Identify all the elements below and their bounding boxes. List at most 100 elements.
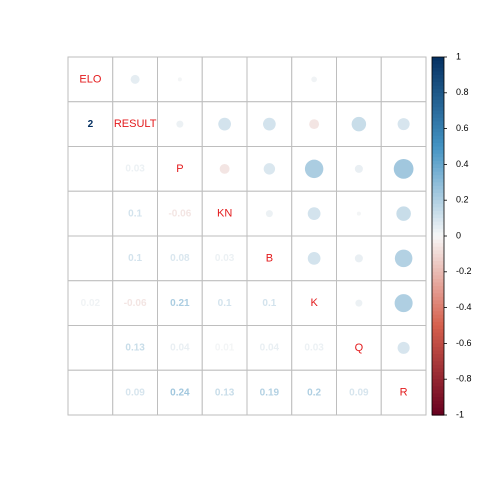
grid-cell (157, 190, 203, 237)
grid-cell (157, 369, 203, 416)
colorbar-segment (432, 139, 444, 144)
colorbar-tick-label: 0.2 (456, 195, 469, 205)
correlation-coefficient: 0.09 (349, 387, 369, 398)
correlation-coefficient: 0.09 (125, 387, 145, 398)
correlation-coefficient: 0.21 (170, 298, 190, 309)
correlation-circle (394, 249, 413, 268)
colorbar-tick-label: 0 (456, 230, 461, 240)
colorbar-segment (432, 99, 444, 105)
grid-cell (67, 325, 114, 371)
grid-cell (157, 235, 203, 282)
colorbar-segment (432, 336, 444, 341)
colorbar-segment (432, 300, 444, 305)
colorbar-segment (432, 332, 444, 337)
correlation-coefficient: 0.1 (218, 298, 232, 309)
colorbar-tick-label: 0.4 (456, 159, 469, 169)
colorbar-segment (432, 178, 444, 183)
variable-label: Q (355, 342, 364, 354)
correlation-circle (263, 163, 276, 175)
correlation-coefficient: 0.01 (215, 343, 235, 354)
correlation-coefficient: 0.04 (260, 343, 280, 354)
correlation-coefficient: -0.06 (124, 298, 147, 309)
grid-cell (157, 146, 203, 192)
colorbar-segment (432, 289, 444, 294)
colorbar-segment (432, 407, 444, 413)
colorbar-segment (432, 246, 444, 251)
correlation-circle (393, 159, 414, 179)
colorbar-segment (432, 307, 444, 312)
colorbar-segment (432, 128, 444, 133)
grid-cell (336, 369, 382, 416)
correlation-circle (309, 119, 320, 130)
correlation-coefficient: 2 (88, 119, 94, 130)
colorbar-segment (432, 400, 444, 405)
correlation-coefficient: 0.1 (128, 208, 142, 219)
correlation-coefficient: 0.03 (304, 343, 324, 354)
colorbar-segment (432, 185, 444, 191)
colorbar-segment (432, 153, 444, 158)
colorbar-segment (432, 339, 444, 344)
grid-cell (336, 56, 382, 103)
colorbar-segment (432, 375, 444, 380)
colorbar-segment (432, 264, 444, 269)
colorbar-segment (432, 67, 444, 72)
colorbar-segment (432, 175, 444, 180)
correlation-circle (354, 164, 363, 173)
correlation-coefficient: 0.03 (215, 253, 235, 264)
colorbar-segment (432, 311, 444, 316)
colorbar-segment (432, 114, 444, 119)
grid-cell (112, 369, 158, 416)
grid-cell (67, 146, 114, 192)
correlation-circle (397, 118, 410, 131)
grid-cell (112, 101, 158, 147)
colorbar-segment (432, 268, 444, 273)
colorbar-tick-label: 0.6 (456, 123, 469, 133)
colorbar-tick-label: 1 (456, 51, 461, 61)
colorbar-tick-label: -0.4 (456, 302, 472, 312)
colorbar-segment (432, 232, 444, 237)
colorbar-segment (432, 103, 444, 108)
colorbar-segment (432, 171, 444, 176)
variable-label: K (310, 297, 318, 309)
correlation-circle (354, 254, 363, 263)
colorbar-segment (432, 350, 444, 355)
colorbar-segment (432, 282, 444, 287)
colorbar-tick-label: -0.8 (456, 374, 472, 384)
grid-cell (201, 56, 248, 103)
colorbar-segment (432, 411, 444, 416)
colorbar-segment (432, 218, 444, 223)
grid-cell (67, 369, 114, 416)
colorbar-segment (432, 314, 444, 319)
correlation-circle (307, 207, 321, 220)
colorbar-segment (432, 236, 444, 241)
colorbar-segment (432, 275, 444, 280)
correlation-coefficient: 0.19 (260, 387, 280, 398)
colorbar-segment (432, 389, 444, 395)
colorbar-segment (432, 182, 444, 187)
grid-cell (67, 235, 114, 282)
colorbar-tick-label: -0.6 (456, 338, 472, 348)
colorbar-segment (432, 278, 444, 284)
colorbar-segment (432, 354, 444, 359)
colorbar-segment (432, 357, 444, 362)
colorbar-segment (432, 210, 444, 216)
correlation-circle (397, 341, 410, 354)
correlation-coefficient: 0.04 (170, 343, 190, 354)
correlation-coefficient: 0.13 (215, 387, 235, 398)
matrix-marks: ELO RESULT P KN B K Q R 2 0.03 0.1 -0.06 0.1 0.08 0.03… (79, 73, 414, 399)
grid-cell (112, 190, 158, 237)
colorbar-tick-label: -0.2 (456, 266, 472, 276)
colorbar-segment (432, 142, 444, 148)
colorbar-segment (432, 193, 444, 198)
colorbar-segment (432, 82, 444, 87)
colorbar-segment (432, 325, 444, 330)
grid-cell (336, 325, 382, 371)
colorbar-segment (432, 157, 444, 162)
colorbar-segment (432, 329, 444, 334)
grid-cell (291, 280, 337, 326)
colorbar-segment (432, 160, 444, 165)
grid-cell (201, 190, 248, 237)
colorbar-segment (432, 89, 444, 94)
colorbar-segment (432, 304, 444, 309)
matrix-cells (67, 56, 427, 416)
